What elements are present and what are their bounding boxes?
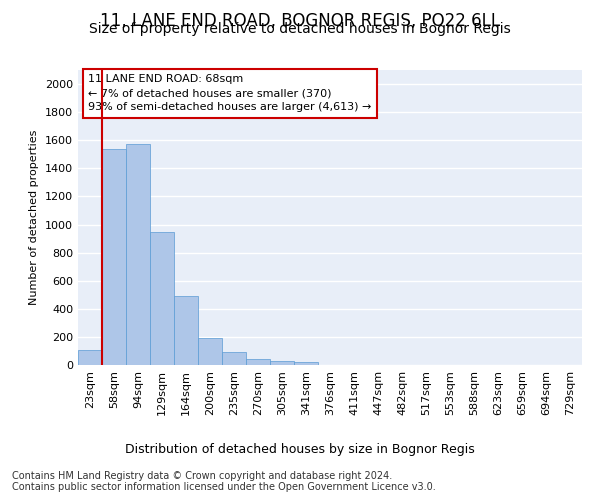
Bar	[222, 352, 246, 365]
Bar	[198, 338, 222, 365]
Text: Contains public sector information licensed under the Open Government Licence v3: Contains public sector information licen…	[12, 482, 436, 492]
Bar	[150, 232, 174, 365]
Text: 11 LANE END ROAD: 68sqm
← 7% of detached houses are smaller (370)
93% of semi-de: 11 LANE END ROAD: 68sqm ← 7% of detached…	[88, 74, 371, 112]
Bar	[78, 350, 102, 365]
Bar	[126, 144, 150, 365]
Text: Size of property relative to detached houses in Bognor Regis: Size of property relative to detached ho…	[89, 22, 511, 36]
Bar	[294, 362, 318, 365]
Text: Contains HM Land Registry data © Crown copyright and database right 2024.: Contains HM Land Registry data © Crown c…	[12, 471, 392, 481]
Bar	[102, 148, 126, 365]
Bar	[270, 361, 294, 365]
Bar	[174, 296, 198, 365]
Text: 11, LANE END ROAD, BOGNOR REGIS, PO22 6LL: 11, LANE END ROAD, BOGNOR REGIS, PO22 6L…	[100, 12, 500, 30]
Y-axis label: Number of detached properties: Number of detached properties	[29, 130, 40, 305]
Text: Distribution of detached houses by size in Bognor Regis: Distribution of detached houses by size …	[125, 442, 475, 456]
Bar	[246, 358, 270, 365]
